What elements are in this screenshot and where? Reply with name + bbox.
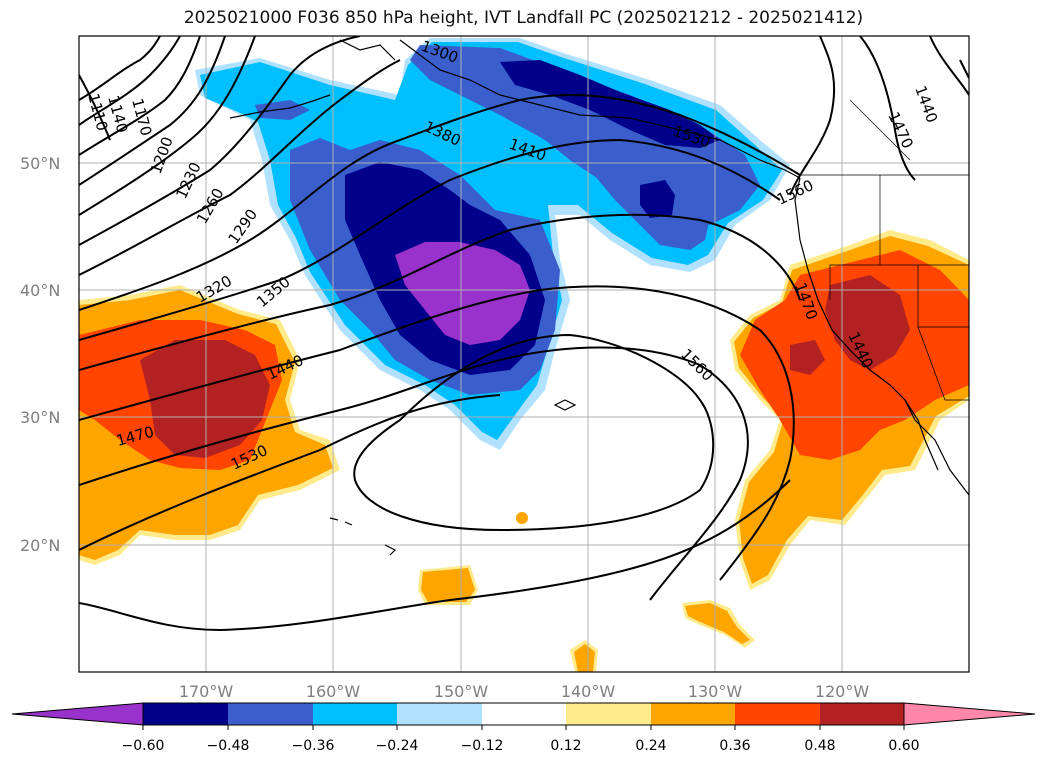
lat-label-30n: 30°N: [20, 408, 60, 427]
lon-label-150w: 150°W: [434, 682, 489, 701]
longitude-labels: 170°W 160°W 150°W 140°W 130°W 120°W: [179, 682, 870, 701]
colorbar-tick-label: 0.12: [550, 738, 581, 754]
colorbar-bin: [820, 703, 904, 725]
colorbar-tick-label: −0.12: [461, 738, 504, 754]
colorbar-bin: [566, 703, 651, 725]
colorbar-frame: [142, 702, 905, 726]
colorbar-tick-label: 0.60: [888, 738, 919, 754]
colorbar-tick-label: −0.24: [376, 738, 419, 754]
lon-label-170w: 170°W: [179, 682, 234, 701]
colorbar-extend-high: [903, 702, 1036, 726]
height-contours: [79, 36, 969, 632]
colorbar-tick-label: −0.36: [292, 738, 335, 754]
colorbar-extend-low: [11, 702, 144, 726]
coastlines: [229, 39, 969, 556]
colorbar-tick-label: −0.48: [207, 738, 250, 754]
colorbar-bin: [313, 703, 397, 725]
lon-label-130w: 130°W: [688, 682, 743, 701]
lon-label-140w: 140°W: [561, 682, 616, 701]
map-frame: [78, 35, 970, 673]
colorbar-tick-label: 0.48: [804, 738, 835, 754]
colorbar-bin: [228, 703, 313, 725]
colorbar-tick-label: 0.24: [635, 738, 666, 754]
colorbar-bin: [397, 703, 482, 725]
colorbar-bin: [482, 703, 566, 725]
colorbar-bin: [735, 703, 820, 725]
colorbar-tick-label: 0.36: [719, 738, 750, 754]
colorbar-bin: [651, 703, 735, 725]
lat-label-20n: 20°N: [20, 536, 60, 555]
lat-label-40n: 40°N: [20, 281, 60, 300]
colorbar-bin: [143, 703, 228, 725]
map-title: 2025021000 F036 850 hPa height, IVT Land…: [183, 8, 864, 28]
colorbar: −0.60 −0.48 −0.36 −0.24 −0.12 0.12 0.24 …: [11, 702, 1036, 754]
lat-label-50n: 50°N: [20, 154, 60, 173]
lon-label-160w: 160°W: [306, 682, 361, 701]
lon-label-120w: 120°W: [815, 682, 870, 701]
colorbar-tick-label: −0.60: [122, 738, 165, 754]
latitude-labels: 50°N 40°N 30°N 20°N: [20, 154, 60, 555]
